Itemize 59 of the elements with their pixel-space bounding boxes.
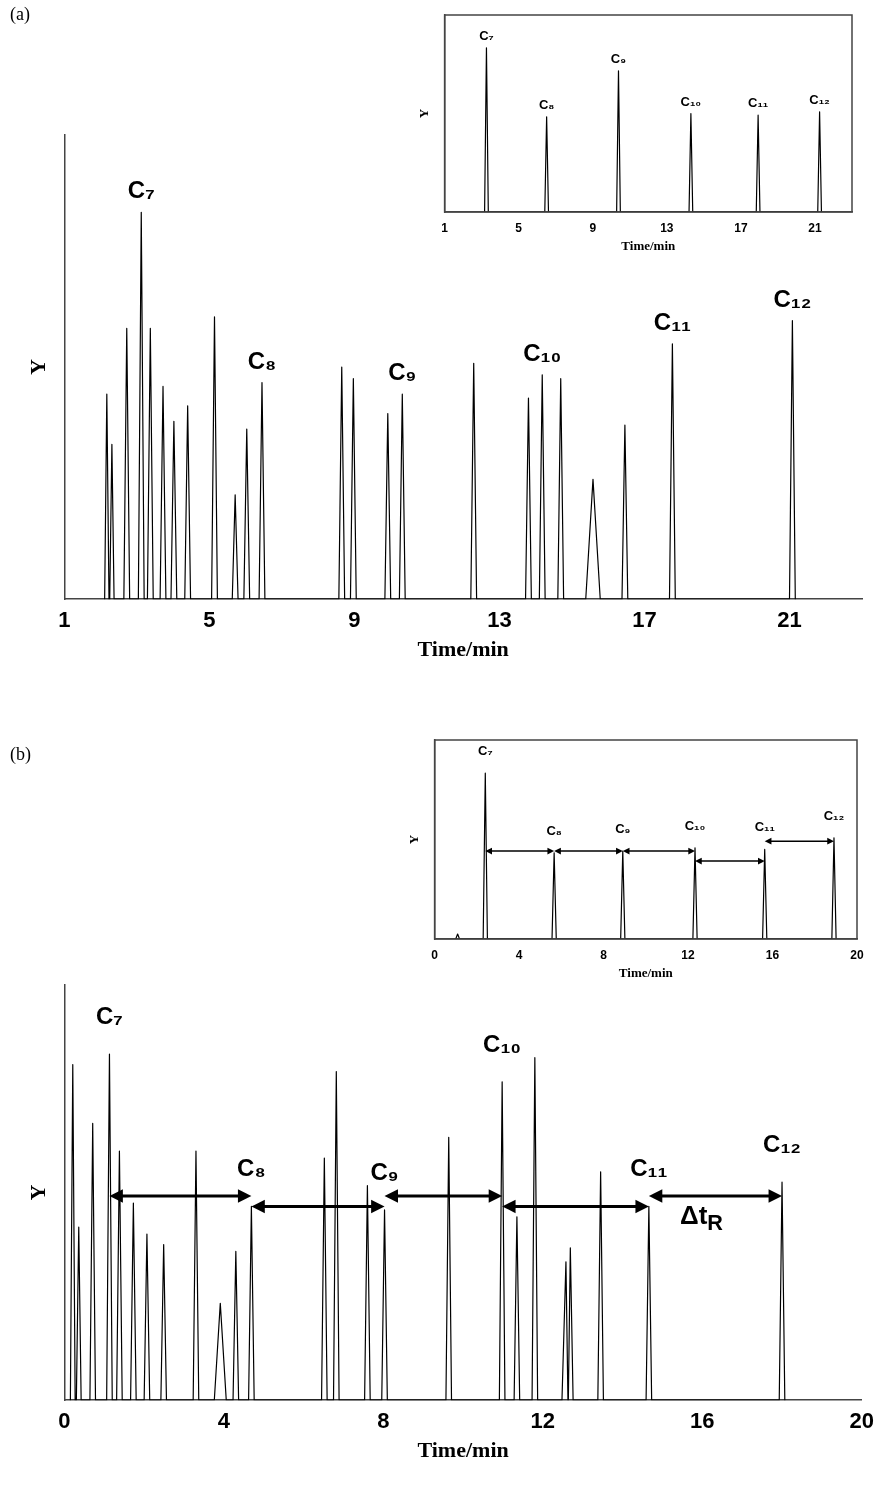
text: (a) [10, 4, 30, 25]
x-tick-label: 8 [377, 1408, 390, 1434]
x-tick-label: 21 [808, 220, 822, 235]
annotation: C₉ [388, 358, 417, 386]
x-tick-label: 13 [487, 607, 512, 633]
annotation: C₁₁ [653, 307, 692, 335]
y-axis-title: Y [24, 1184, 50, 1201]
annotation: C₈ [546, 822, 562, 838]
annotation: C₈ [538, 96, 555, 112]
x-tick-label: 17 [734, 220, 748, 235]
x-tick-label: 9 [589, 220, 597, 235]
annotation: C₁₂ [763, 1130, 801, 1158]
x-tick-label: 13 [660, 220, 674, 235]
x-tick-label: 5 [203, 607, 216, 633]
annotation: C₁₀ [680, 93, 702, 109]
x-axis-title: Time/min [621, 237, 677, 253]
annotation: C₁₀ [523, 338, 562, 366]
x-tick-label: 1 [58, 607, 71, 633]
annotation: C₇ [479, 27, 494, 43]
x-tick-label: 20 [849, 1408, 875, 1434]
x-tick-label: 4 [515, 947, 523, 962]
annotation: C₁₁ [754, 819, 775, 835]
annotation: C₁₂ [773, 284, 812, 312]
x-tick-label: 12 [681, 947, 696, 962]
x-tick-label: 5 [515, 220, 523, 235]
x-tick-label: 16 [765, 947, 780, 962]
x-tick-label: 1 [441, 220, 449, 235]
annotation: C₁₀ [483, 1029, 522, 1057]
x-tick-label: 4 [217, 1408, 231, 1434]
x-tick-label: 12 [530, 1408, 556, 1434]
y-axis-title: Y [406, 834, 422, 845]
annotation: C₇ [95, 1002, 123, 1030]
x-axis-title: Time/min [417, 636, 509, 662]
x-tick-label: 0 [58, 1408, 71, 1434]
x-axis-title: Time/min [618, 964, 674, 980]
x-tick-label: 0 [431, 947, 439, 962]
annotation: C₇ [477, 743, 493, 759]
annotation: C₉ [610, 50, 627, 66]
x-tick-label: 16 [690, 1408, 715, 1434]
x-tick-label: 17 [632, 607, 657, 633]
annotation: C₈ [247, 346, 277, 374]
annotation: C₁₁ [630, 1154, 668, 1182]
x-axis-title: Time/min [417, 1437, 509, 1463]
y-axis-title: Y [416, 108, 432, 119]
x-tick-label: 21 [777, 607, 802, 633]
annotation: C₁₂ [809, 91, 831, 107]
annotation: C₁₀ [684, 817, 706, 833]
annotation: C₁₁ [748, 95, 769, 111]
x-tick-label: 9 [348, 607, 361, 633]
x-tick-label: 20 [850, 947, 864, 962]
annotation: C₇ [127, 176, 155, 204]
annotation: C₈ [237, 1154, 266, 1182]
annotation: C₉ [370, 1157, 399, 1185]
annotation: Δt$_{R}$ [680, 1200, 723, 1237]
annotation: C₉ [615, 821, 631, 837]
annotation: C₁₂ [823, 807, 845, 823]
x-tick-label: 8 [600, 947, 608, 962]
text: (b) [10, 744, 31, 765]
y-axis-title: Y [24, 359, 50, 376]
